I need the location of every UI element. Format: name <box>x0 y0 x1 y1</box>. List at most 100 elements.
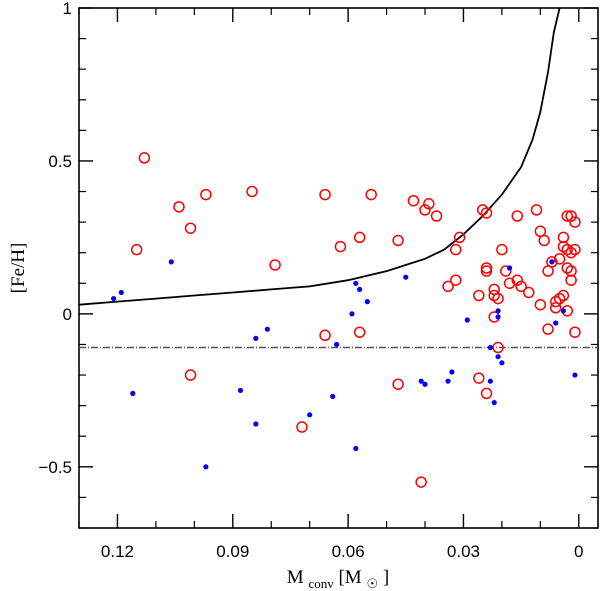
open-circle-point <box>530 204 543 216</box>
filled-dot-point <box>357 286 363 293</box>
open-circle-point <box>423 198 435 210</box>
open-circle-point <box>480 262 493 274</box>
open-circle-point <box>480 265 493 277</box>
x-tick-label: 0.06 <box>332 542 365 561</box>
filled-dot-point <box>572 372 578 378</box>
x-tick-label: 0.09 <box>216 542 249 561</box>
open-circle-point <box>319 188 331 201</box>
open-circle-point <box>523 286 535 299</box>
open-circle-point <box>565 265 577 277</box>
open-circle-point <box>480 387 493 400</box>
open-circle-point <box>515 280 527 293</box>
x-axis-title: M conv [M ☉ ] <box>287 567 389 591</box>
filled-dot-point <box>264 326 270 332</box>
filled-dot-point <box>487 378 493 384</box>
x-axis-title-main: M <box>287 567 304 588</box>
x-axis-title-unit-close: ] <box>383 567 389 588</box>
open-circle-point <box>184 222 197 234</box>
open-circle-point <box>557 231 570 244</box>
x-axis-title-sub: conv <box>308 576 334 591</box>
filled-dot-point <box>111 295 117 302</box>
open-circle-point <box>453 231 466 244</box>
open-circle-point <box>442 280 454 293</box>
open-circle-point <box>538 234 550 247</box>
y-tick-label: 0 <box>63 305 72 324</box>
plot-frame <box>78 7 599 529</box>
open-circle-point <box>492 341 504 354</box>
open-circle-point <box>549 302 562 314</box>
open-circle-point <box>488 283 500 296</box>
filled-dot-point <box>445 378 451 384</box>
open-circle-point <box>473 372 485 384</box>
open-circle-point <box>430 210 443 222</box>
open-circle-point <box>473 289 485 302</box>
open-circle-point <box>480 207 493 219</box>
open-circle-point <box>407 194 420 207</box>
filled-dot-point <box>118 289 124 296</box>
filled-dot-point <box>353 445 359 452</box>
y-tick-label: 0.5 <box>48 152 72 171</box>
open-circle-series <box>130 152 581 488</box>
model-curve <box>78 7 561 306</box>
open-circle-point <box>499 265 512 277</box>
y-tick-label: −0.5 <box>38 458 72 477</box>
filled-dot-point <box>253 335 259 341</box>
filled-dot-point <box>464 317 470 323</box>
x-axis-title-unit-open: [M <box>338 567 361 588</box>
filled-dot-point <box>487 344 493 351</box>
filled-dot-point <box>253 421 259 427</box>
filled-dot-point <box>495 314 501 320</box>
open-circle-point <box>503 277 516 290</box>
open-circle-point <box>511 210 524 222</box>
open-circle-point <box>200 188 212 201</box>
open-circle-point <box>296 421 308 433</box>
open-circle-point <box>269 259 281 271</box>
open-circle-point <box>546 256 558 268</box>
open-circle-point <box>173 201 185 213</box>
filled-dot-point <box>168 259 174 265</box>
x-tick-label: 0.12 <box>101 542 134 561</box>
open-circle-point <box>565 274 577 286</box>
filled-dot-point <box>495 354 501 360</box>
open-circle-point <box>353 231 366 244</box>
open-circle-point <box>569 216 581 228</box>
filled-dot-point <box>553 320 559 326</box>
filled-dot-point <box>549 259 555 265</box>
open-circle-point <box>553 253 566 265</box>
open-circle-point <box>392 378 404 390</box>
open-circle-point <box>419 204 431 216</box>
filled-dot-point <box>130 390 136 397</box>
axis-ticks <box>78 7 598 529</box>
open-circle-point <box>365 188 377 201</box>
filled-dot-point <box>333 341 340 348</box>
open-circle-point <box>353 326 366 338</box>
open-circle-point <box>561 210 573 222</box>
open-circle-point <box>534 298 547 311</box>
open-circle-point <box>138 152 151 164</box>
filled-dot-point <box>237 387 244 393</box>
open-circle-point <box>334 240 347 253</box>
open-circle-point <box>565 210 577 222</box>
open-circle-point <box>542 323 554 335</box>
x-tick-label: 0.03 <box>447 542 480 561</box>
filled-dot-point <box>418 378 424 384</box>
filled-dot-point <box>560 308 567 314</box>
tick-labels: 0.12 0.09 0.06 0.03 0 1 0.5 0 −0.5 <box>38 0 583 561</box>
open-circle-point <box>184 369 197 381</box>
y-tick-label: 1 <box>63 0 72 18</box>
filled-dot-point <box>491 399 497 406</box>
filled-dot-point <box>349 311 355 317</box>
open-circle-point <box>511 274 524 286</box>
filled-dot-point <box>403 274 409 280</box>
filled-dot-point <box>422 381 428 387</box>
x-tick-label: 0 <box>574 542 583 561</box>
filled-dot-point <box>203 464 209 470</box>
filled-dot-point <box>495 308 501 314</box>
filled-dot-point <box>330 393 336 400</box>
y-axis-title: [Fe/H] <box>8 243 29 294</box>
open-circle-point <box>319 329 331 342</box>
filled-dot-point <box>499 360 505 366</box>
open-circle-point <box>496 243 508 256</box>
open-circle-point <box>569 243 581 256</box>
